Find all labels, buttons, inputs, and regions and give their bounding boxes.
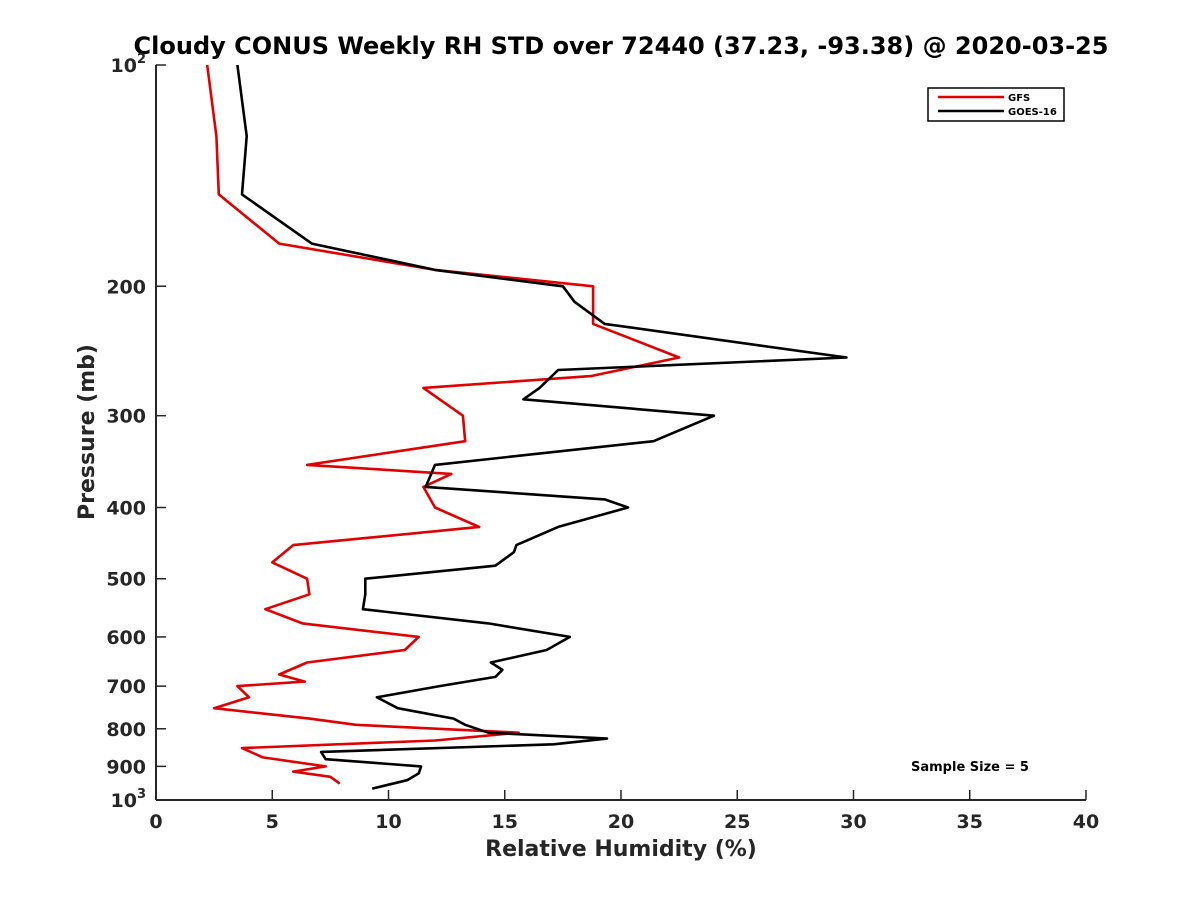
y-tick-label: 400 — [106, 498, 146, 520]
y-tick-label: 200 — [106, 276, 146, 298]
x-tick-label: 0 — [149, 811, 162, 833]
plot-lines — [205, 64, 848, 790]
y-axis-label: Pressure (mb) — [75, 344, 100, 520]
y-tick-label: 600 — [106, 627, 146, 649]
legend: GFS GOES-16 — [927, 87, 1065, 122]
sample-size-annotation: Sample Size = 5 — [911, 760, 1029, 775]
x-tick-label: 25 — [724, 811, 750, 833]
y-tick-label: 800 — [106, 719, 146, 741]
series-line-gfs — [205, 64, 681, 785]
y-tick-label: 102 — [111, 52, 147, 77]
y-ticks: 102 200 300 400 500 600 700 800 900 103 — [106, 52, 166, 812]
x-tick-label: 30 — [840, 811, 866, 833]
y-tick-label: 900 — [106, 756, 146, 778]
x-tick-label: 35 — [957, 811, 983, 833]
x-tick-label: 10 — [375, 811, 401, 833]
y-tick-label: 103 — [111, 787, 147, 812]
y-tick-label: 300 — [106, 406, 146, 428]
x-tick-label: 40 — [1073, 811, 1099, 833]
chart-title: Cloudy CONUS Weekly RH STD over 72440 (3… — [134, 32, 1109, 60]
x-tick-label: 15 — [492, 811, 518, 833]
y-tick-label: 500 — [106, 569, 146, 591]
series-line-goes-16 — [236, 64, 848, 790]
x-ticks: 0 5 10 15 20 25 30 35 40 — [149, 790, 1099, 833]
x-axis-label: Relative Humidity (%) — [485, 837, 757, 862]
legend-goes16-label: GOES-16 — [1008, 107, 1057, 118]
x-tick-label: 20 — [608, 811, 634, 833]
legend-box — [927, 87, 1065, 122]
x-tick-label: 5 — [266, 811, 279, 833]
legend-gfs-label: GFS — [1008, 93, 1030, 104]
y-tick-label: 700 — [106, 676, 146, 698]
